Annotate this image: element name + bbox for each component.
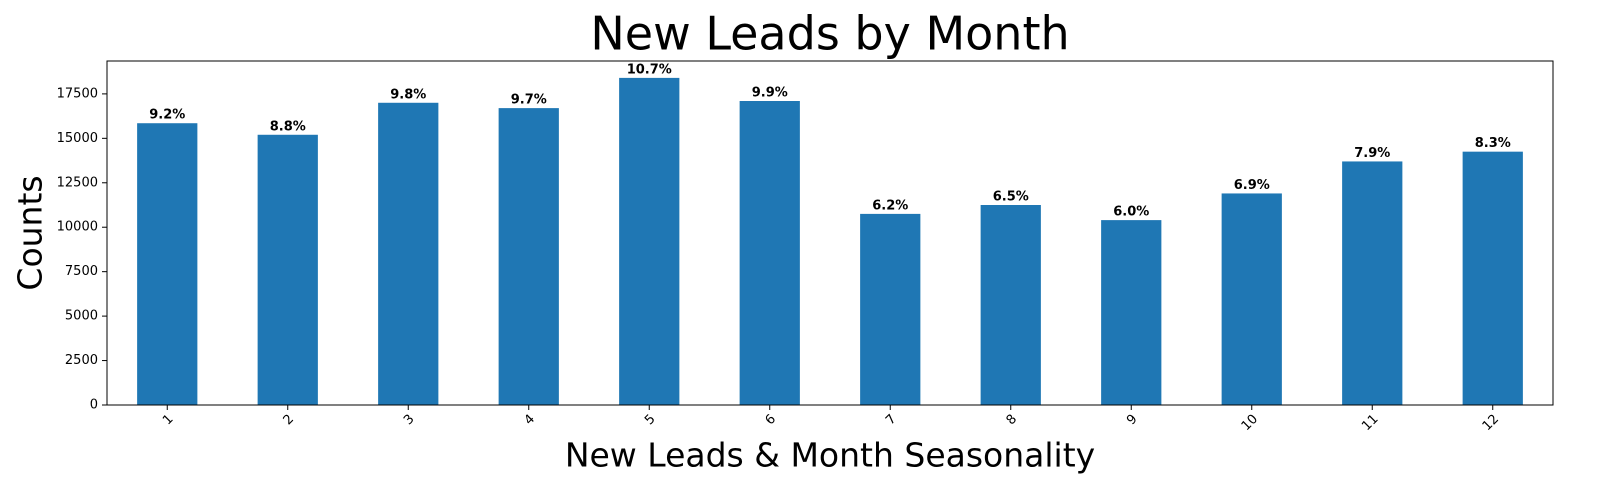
bar-label: 8.8% (270, 119, 306, 134)
bar-label: 6.2% (872, 198, 908, 213)
bar (498, 108, 559, 405)
x-tick-label: 10 (1239, 412, 1261, 434)
y-tick-label: 7500 (65, 264, 98, 279)
x-tick-label: 11 (1359, 412, 1381, 434)
x-tick-label: 5 (642, 412, 658, 428)
y-tick-label: 5000 (65, 309, 98, 324)
bar-label: 9.8% (390, 87, 426, 102)
x-tick-label: 8 (1004, 412, 1020, 428)
plot-frame (106, 60, 1554, 406)
chart-title: New Leads by Month (590, 7, 1069, 61)
bar-label: 6.0% (1113, 205, 1149, 220)
x-tick-label: 2 (281, 412, 297, 428)
bar-label: 9.9% (752, 86, 788, 101)
bar (1462, 151, 1523, 405)
y-tick-label: 0 (90, 398, 98, 413)
bar (378, 102, 439, 406)
bar (1342, 161, 1403, 405)
bar (257, 134, 318, 405)
bar (739, 101, 800, 405)
y-tick-label: 15000 (57, 131, 98, 146)
bar-label: 9.2% (149, 108, 185, 123)
bar (1221, 193, 1282, 405)
bar-label: 6.5% (993, 190, 1029, 205)
bar (980, 205, 1041, 405)
x-tick-label: 1 (160, 412, 176, 428)
bar (860, 213, 921, 405)
x-axis-label: New Leads & Month Seasonality (565, 436, 1095, 475)
bar-label: 7.9% (1354, 146, 1390, 161)
x-tick-label: 6 (763, 412, 779, 428)
y-tick-label: 12500 (57, 175, 98, 190)
y-axis-label: Counts (11, 175, 50, 290)
bar-label: 9.7% (511, 93, 547, 108)
x-tick-label: 4 (522, 412, 538, 428)
x-tick-label: 3 (401, 412, 417, 428)
x-tick-label: 12 (1480, 412, 1502, 434)
y-tick-label: 10000 (57, 220, 98, 235)
bar-label: 8.3% (1475, 136, 1511, 151)
x-tick-label: 9 (1124, 412, 1140, 428)
bar (1101, 220, 1162, 405)
bar (137, 123, 198, 405)
y-tick-label: 2500 (65, 353, 98, 368)
bar (619, 77, 680, 405)
bar-label: 6.9% (1234, 178, 1270, 193)
x-tick-label: 7 (883, 412, 899, 428)
y-tick-label: 17500 (57, 86, 98, 101)
bar-label: 10.7% (627, 62, 672, 77)
